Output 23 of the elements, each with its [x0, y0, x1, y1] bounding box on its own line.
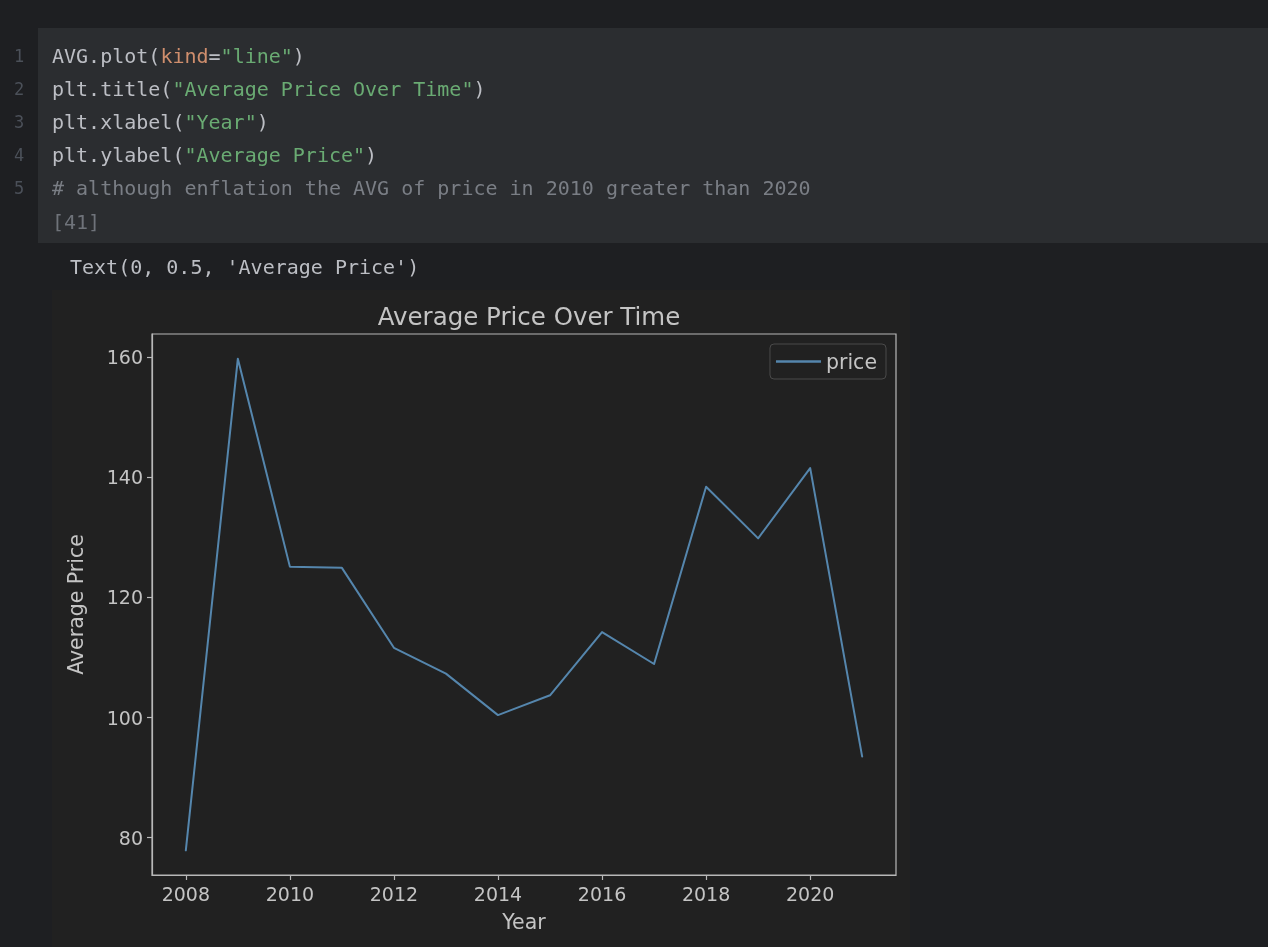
x-tick-label: 2014 — [473, 882, 523, 905]
y-tick-label: 140 — [106, 466, 143, 489]
text: plt.ylabel("Average Price") — [52, 143, 378, 167]
y-tick-label: 100 — [106, 706, 143, 729]
y-axis-title: Average Price — [63, 534, 88, 675]
text: plt.xlabel("Year") — [52, 110, 269, 134]
x-tick-label: 2016 — [577, 882, 627, 905]
y-tick-label: 120 — [106, 586, 143, 609]
y-tick-label: 160 — [106, 345, 143, 368]
chart-title: Average Price Over Time — [377, 302, 681, 331]
text: AVG.plot(kind="line") — [52, 44, 305, 68]
text: [41] — [52, 209, 101, 236]
x-tick-label: 2010 — [265, 882, 315, 905]
y-tick-label: 80 — [118, 826, 143, 849]
x-tick-label: 2012 — [369, 882, 419, 905]
legend-label: price — [825, 349, 878, 374]
text: # although enflation the AVG of price in 2010 greater than 2020 — [52, 176, 811, 200]
x-axis-title: Year — [501, 909, 547, 934]
x-tick-label: 2018 — [681, 882, 731, 905]
x-tick-label: 2008 — [161, 882, 210, 905]
text: Text(0, 0.5, 'Average Price') — [70, 254, 420, 281]
text: plt.title("Average Price Over Time") — [52, 77, 486, 101]
x-tick-label: 2020 — [785, 882, 835, 905]
